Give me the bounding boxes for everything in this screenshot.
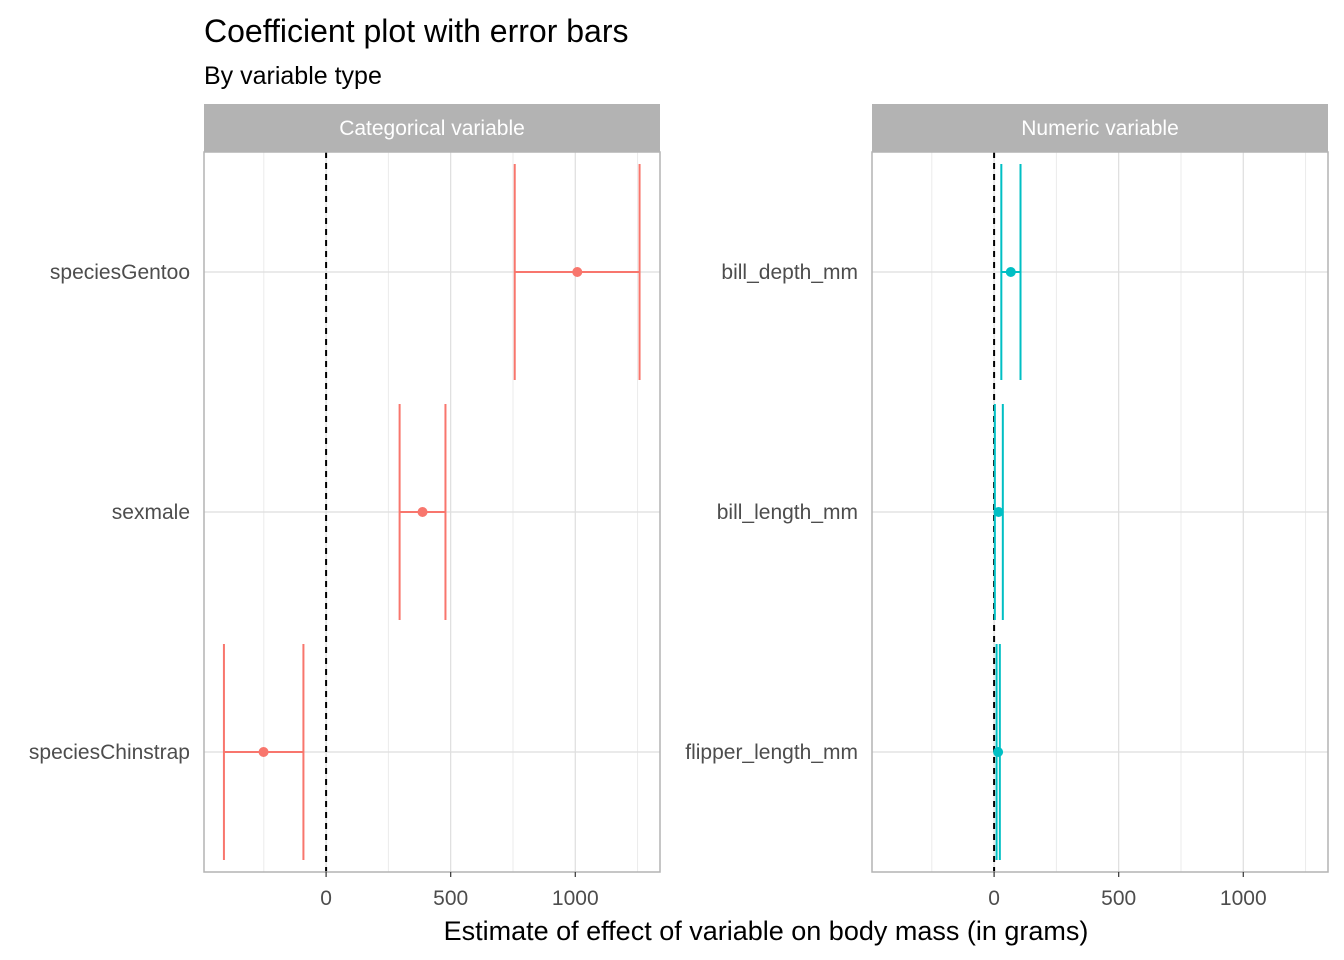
x-tick-label: 500 [1101,887,1136,910]
estimate-point [417,507,428,517]
y-tick-label: speciesGentoo [50,261,190,284]
y-tick-label: sexmale [112,501,190,524]
estimate-point [258,747,269,757]
facet-strip-label: Categorical variable [339,117,525,140]
estimate-point [993,747,1004,757]
x-tick-label: 500 [433,887,468,910]
estimate-point [1005,267,1016,277]
chart-subtitle: By variable type [204,62,382,90]
x-tick-label: 1000 [1220,887,1267,910]
y-tick-label: bill_length_mm [717,501,858,524]
chart-title: Coefficient plot with error bars [204,13,628,49]
x-tick-label: 1000 [552,887,599,910]
x-tick-label: 0 [988,887,1000,910]
facet-panels: speciesGentoo sexmale speciesChinstrap Cate… [29,104,1329,910]
facet-panel-1: speciesGentoo sexmale speciesChinstrap Cate… [29,104,661,910]
x-tick-label: 0 [320,887,332,910]
estimate-point [993,507,1004,517]
y-tick-label: bill_depth_mm [721,261,858,284]
estimate-point [572,267,583,277]
x-axis-title: Estimate of effect of variable on body m… [444,916,1089,946]
y-tick-label: flipper_length_mm [685,741,858,764]
facet-panel-2: bill_depth_mm bill_length_mm flipper_lengt… [685,104,1329,910]
facet-strip [204,104,660,152]
y-tick-label: speciesChinstrap [29,741,190,764]
facet-strip [872,104,1328,152]
facet-strip-label: Numeric variable [1021,117,1179,140]
